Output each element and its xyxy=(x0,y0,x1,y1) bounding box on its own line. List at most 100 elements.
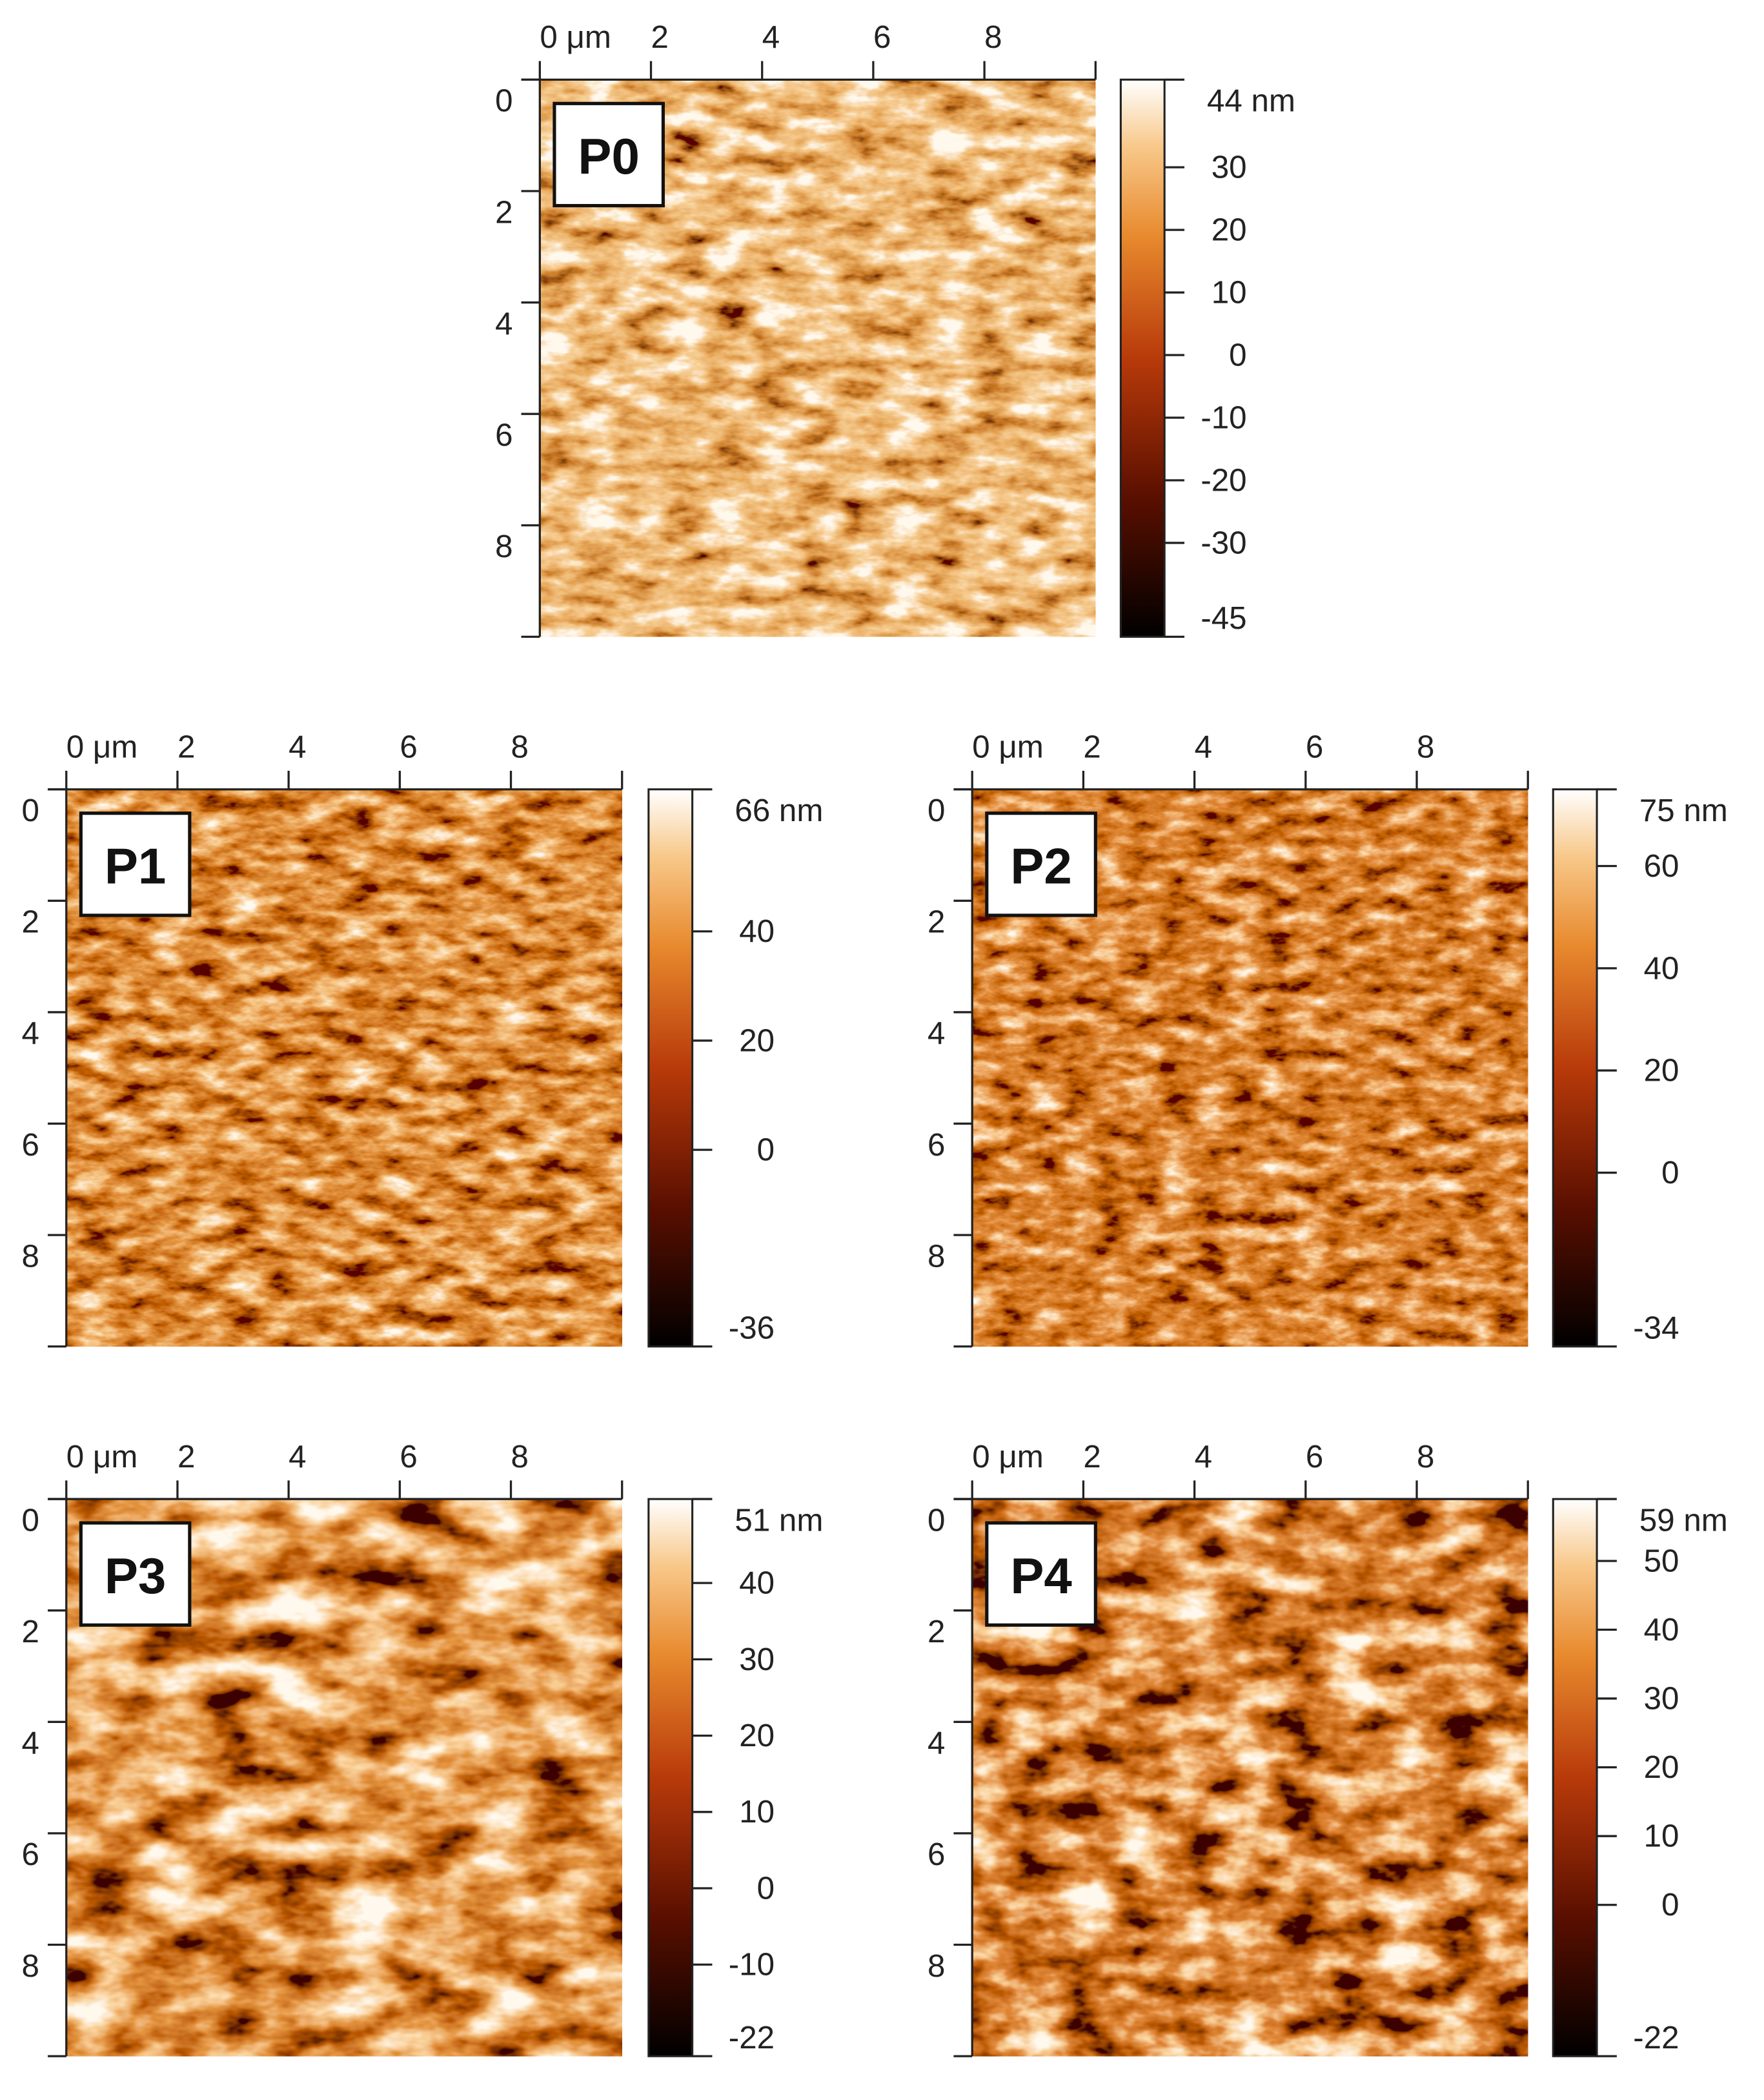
y-tick-label: 8 xyxy=(928,1948,945,1984)
x-tick-label: 4 xyxy=(289,1439,306,1474)
colorbar-label: 0 xyxy=(1661,1887,1679,1922)
colorbar-label: -10 xyxy=(729,1947,775,1983)
y-tick-label: 8 xyxy=(928,1238,945,1274)
colorbar xyxy=(1552,1498,1598,2057)
panel-label-box xyxy=(79,811,192,917)
afm-panel: 0 μm 2 4 6 8 0 2 4 6 8 P0 44 nm 30 20 10 0 -10 -20 -30 -45 xyxy=(495,19,1295,638)
colorbar-label: -36 xyxy=(729,1310,775,1345)
x-tick-label: 0 μm xyxy=(972,1439,1044,1474)
x-tick-label: 4 xyxy=(1195,729,1212,764)
y-tick-label: 0 xyxy=(22,793,39,828)
y-tick-label: 4 xyxy=(928,1726,945,1761)
x-tick-label: 2 xyxy=(1083,1439,1100,1474)
y-tick-label: 4 xyxy=(22,1015,39,1051)
x-tick-label: 0 μm xyxy=(972,729,1044,764)
colorbar-label: 40 xyxy=(739,913,775,949)
colorbar-label: 40 xyxy=(739,1565,775,1601)
panel-label-box xyxy=(985,811,1097,917)
y-tick-label: 4 xyxy=(495,306,512,342)
x-tick-label: 4 xyxy=(762,19,780,55)
y-tick-label: 2 xyxy=(928,904,945,940)
colorbar-label: 20 xyxy=(739,1718,775,1753)
colorbar-label: 20 xyxy=(1644,1749,1679,1785)
panel-label-box xyxy=(553,101,665,208)
colorbar-label: -22 xyxy=(1633,2020,1679,2055)
x-tick-label: 4 xyxy=(289,729,306,764)
panel-label-box xyxy=(985,1521,1097,1627)
panel-label: P0 xyxy=(578,128,640,185)
colorbar-label: 10 xyxy=(1644,1819,1679,1854)
x-tick-label: 6 xyxy=(1306,1439,1323,1474)
colorbar-label: 0 xyxy=(757,1132,775,1168)
x-tick-label: 6 xyxy=(400,1439,417,1474)
x-tick-label: 8 xyxy=(984,19,1002,55)
x-tick-label: 4 xyxy=(1195,1439,1212,1474)
y-tick-label: 2 xyxy=(928,1614,945,1649)
y-tick-label: 6 xyxy=(22,1837,39,1872)
x-tick-label: 8 xyxy=(511,729,529,764)
x-tick-label: 6 xyxy=(400,729,417,764)
y-tick-label: 2 xyxy=(22,1614,39,1649)
colorbar-label: 50 xyxy=(1644,1543,1679,1578)
colorbar xyxy=(1119,78,1166,638)
colorbar-label: -20 xyxy=(1201,462,1246,498)
y-tick-label: 8 xyxy=(22,1948,39,1984)
colorbar-label: 59 nm xyxy=(1639,1502,1728,1538)
panel-label: P4 xyxy=(1010,1547,1072,1604)
y-tick-label: 6 xyxy=(22,1127,39,1163)
x-tick-label: 2 xyxy=(177,729,195,764)
colorbar-label: 20 xyxy=(1211,212,1247,248)
x-tick-label: 2 xyxy=(1083,729,1100,764)
afm-panel: 0 μm 2 4 6 8 0 2 4 6 8 P3 51 nm 40 30 20 10 0 -10 -22 xyxy=(22,1439,823,2057)
x-tick-label: 6 xyxy=(1306,729,1323,764)
afm-panel: 0 μm 2 4 6 8 0 2 4 6 8 P1 66 nm 40 20 0 -36 xyxy=(22,729,823,1348)
x-tick-label: 8 xyxy=(1417,1439,1434,1474)
x-tick-label: 2 xyxy=(651,19,669,55)
y-tick-label: 8 xyxy=(495,529,512,564)
panel-label-box xyxy=(79,1521,192,1627)
colorbar-label: 0 xyxy=(1229,337,1246,372)
colorbar xyxy=(647,788,694,1348)
colorbar-label: 66 nm xyxy=(735,793,823,828)
y-tick-label: 6 xyxy=(928,1127,945,1163)
afm-panel: 0 μm 2 4 6 8 0 2 4 6 8 P2 75 nm 60 40 20 0 -34 xyxy=(928,729,1728,1348)
colorbar-label: -45 xyxy=(1201,600,1246,636)
panel-label: P2 xyxy=(1010,838,1072,895)
x-tick-label: 6 xyxy=(873,19,891,55)
colorbar-label: 20 xyxy=(1644,1053,1679,1088)
colorbar-label: -34 xyxy=(1633,1310,1679,1345)
colorbar-label: 51 nm xyxy=(735,1502,823,1538)
panel-label: P3 xyxy=(105,1547,167,1604)
colorbar-label: 30 xyxy=(1211,150,1247,185)
afm-panel: 0 μm 2 4 6 8 0 2 4 6 8 P4 59 nm 50 40 30 20 10 0 -22 xyxy=(928,1439,1728,2057)
x-tick-label: 2 xyxy=(177,1439,195,1474)
y-tick-label: 8 xyxy=(22,1238,39,1274)
colorbar-label: 0 xyxy=(1661,1155,1679,1190)
panel-label: P1 xyxy=(105,838,167,895)
y-tick-label: 0 xyxy=(928,793,945,828)
x-tick-label: 0 μm xyxy=(540,19,611,55)
colorbar-label: 10 xyxy=(739,1794,775,1830)
x-tick-label: 8 xyxy=(511,1439,529,1474)
colorbar xyxy=(1552,788,1598,1348)
colorbar-label: 10 xyxy=(1211,274,1247,310)
colorbar-label: -30 xyxy=(1201,525,1246,560)
y-tick-label: 0 xyxy=(495,83,512,119)
colorbar-label: 0 xyxy=(757,1870,775,1906)
colorbar-label: 44 nm xyxy=(1207,83,1295,119)
y-tick-label: 6 xyxy=(928,1837,945,1872)
colorbar-label: 30 xyxy=(739,1642,775,1677)
colorbar-label: -22 xyxy=(729,2020,775,2055)
colorbar-label: 30 xyxy=(1644,1681,1679,1717)
y-tick-label: 2 xyxy=(495,194,512,230)
y-tick-label: 2 xyxy=(22,904,39,940)
y-tick-label: 4 xyxy=(22,1726,39,1761)
y-tick-label: 6 xyxy=(495,417,512,453)
colorbar-label: 40 xyxy=(1644,950,1679,986)
colorbar-label: 75 nm xyxy=(1639,793,1728,828)
y-tick-label: 0 xyxy=(22,1502,39,1538)
x-tick-label: 8 xyxy=(1417,729,1434,764)
colorbar-label: 20 xyxy=(739,1023,775,1058)
